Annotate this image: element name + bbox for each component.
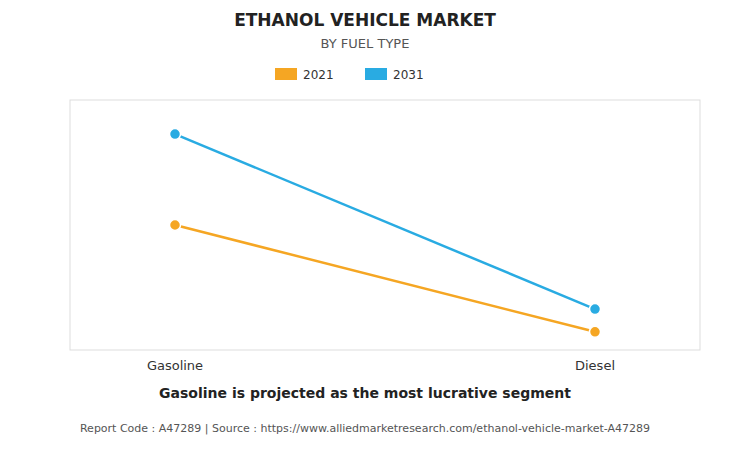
series-line: [175, 134, 595, 309]
annotation: Gasoline is projected as the most lucrat…: [159, 385, 571, 401]
legend-label: 2021: [303, 68, 334, 82]
chart-container: ETHANOL VEHICLE MARKETBY FUEL TYPE202120…: [0, 0, 730, 453]
plot-frame: [70, 100, 700, 350]
footer: Report Code : A47289 | Source : https://…: [80, 422, 650, 435]
subtitle: BY FUEL TYPE: [321, 36, 410, 51]
title: ETHANOL VEHICLE MARKET: [234, 10, 496, 30]
legend-label: 2031: [393, 68, 424, 82]
series-point: [590, 326, 601, 337]
legend: 2021 2031: [275, 68, 424, 82]
background: [0, 0, 730, 453]
legend-swatch: [365, 68, 387, 80]
x-tick-label: Gasoline: [147, 358, 203, 373]
series-point: [590, 304, 601, 315]
chart-svg: ETHANOL VEHICLE MARKETBY FUEL TYPE202120…: [0, 0, 730, 453]
series-point: [170, 220, 181, 231]
legend-swatch: [275, 68, 297, 80]
series-point: [170, 129, 181, 140]
plot-marks: [170, 129, 601, 338]
series-line: [175, 225, 595, 332]
x-tick-label: Diesel: [575, 358, 615, 373]
